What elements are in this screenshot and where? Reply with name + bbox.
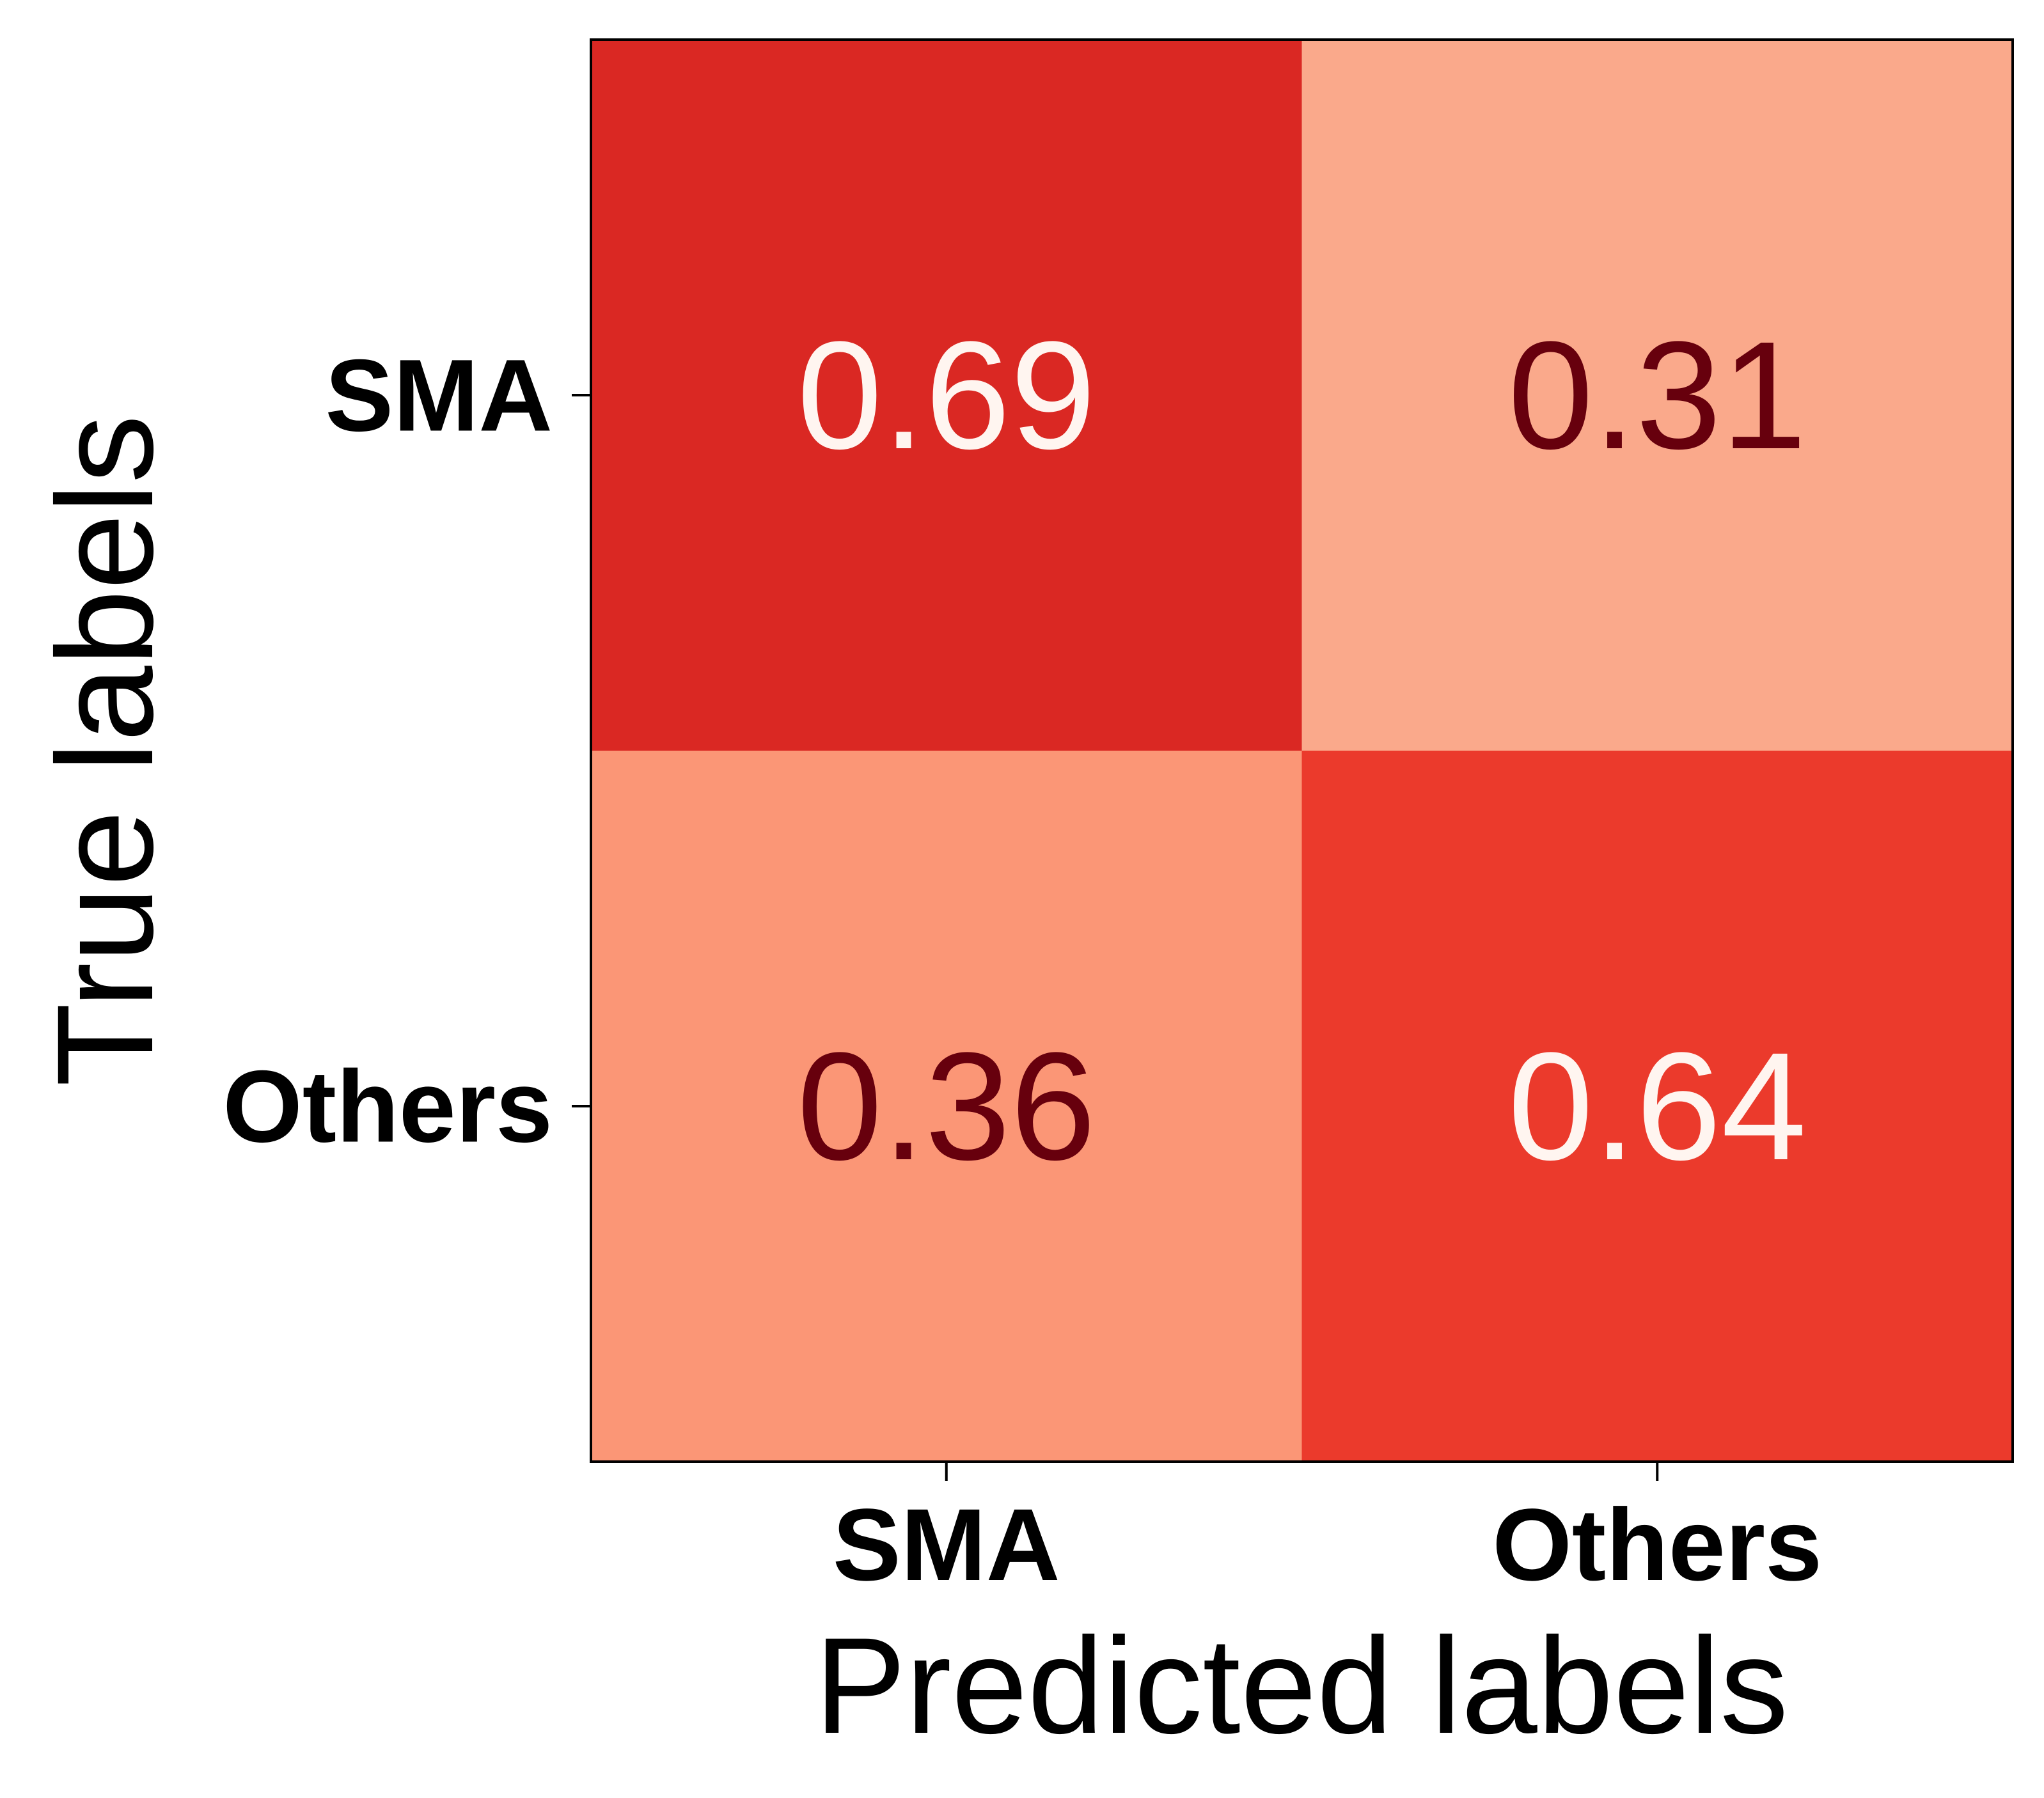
- y-tick-label: SMA: [325, 338, 553, 453]
- y-axis-label: True labels: [29, 415, 182, 1087]
- cell-value-label: 0.64: [1508, 1020, 1807, 1192]
- heatmap-cells: [591, 40, 2013, 1462]
- x-axis-ticks: SMA Others: [833, 1462, 1822, 1602]
- y-axis-ticks: SMA Others: [223, 338, 591, 1164]
- cell-value-label: 0.36: [797, 1020, 1096, 1192]
- cell-value-label: 0.31: [1508, 309, 1807, 481]
- heatmap-cell-0-0: [591, 40, 1302, 751]
- heatmap-cell-1-0: [591, 751, 1302, 1462]
- y-tick-label: Others: [223, 1049, 553, 1164]
- plot-frame: [590, 38, 2014, 1463]
- heatmap-cell-labels: 0.69 0.31 0.36 0.64: [797, 309, 1807, 1192]
- x-tick-label: Others: [1492, 1487, 1822, 1602]
- cell-value-label: 0.69: [797, 309, 1096, 481]
- x-tick-label: SMA: [833, 1487, 1060, 1602]
- heatmap-cell-0-1: [1301, 40, 2013, 751]
- x-axis-label: Predicted labels: [815, 1609, 1789, 1762]
- heatmap-cell-1-1: [1301, 751, 2013, 1462]
